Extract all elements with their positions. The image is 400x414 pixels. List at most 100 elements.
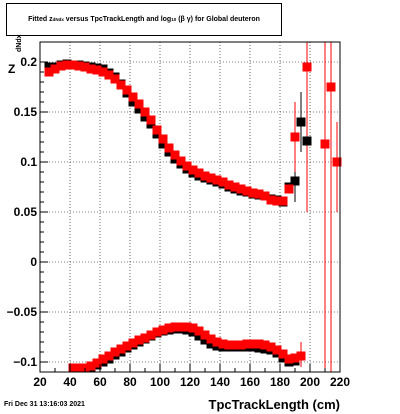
x-tick-label: 120 [180,375,200,389]
axis-ticks: 20 40 60 80 100 120 140 160 180 200 220 −0.1 −0.05 0 0… [7,55,351,389]
red-data-point [128,338,138,348]
red-data-point [188,323,198,333]
red-data-point [74,61,84,71]
y-tick-label: 0.1 [20,155,37,169]
red-data-point [170,150,180,160]
red-data-point [74,363,84,373]
red-data-point [290,132,300,142]
red-data-point [122,341,132,351]
red-data-point [104,70,114,80]
red-data-point [140,107,150,117]
black-data-point [206,339,216,349]
red-data-point [182,161,192,171]
red-data-point [236,184,246,194]
red-data-point [86,64,96,74]
red-data-point [182,322,192,332]
red-data-point [290,353,300,363]
y-axis-label: Z dNdx [4,35,28,77]
red-data-point [50,64,60,74]
grid-lines [40,42,340,372]
y-tick-label: 0.15 [14,105,38,119]
y-axis-label-sub: dNdx [16,34,23,53]
red-data-point [320,139,330,149]
red-data-point [224,340,234,350]
red-data-point [284,354,294,364]
red-data-point [122,85,132,95]
red-data-point [158,134,168,144]
red-data-point [152,125,162,135]
red-data-point [296,351,306,361]
red-data-point [80,62,90,72]
red-data-point [176,156,186,166]
red-data-point [326,82,336,92]
red-data-point [254,339,264,349]
title-beta: β [180,16,185,23]
black-data-point [296,117,306,127]
red-data-point [194,168,204,178]
red-data-point [140,333,150,343]
red-data-point [206,173,216,183]
y-tick-label: 0.05 [14,205,38,219]
chart-title: Fitted z dNdx versus TpcTrackLength and l… [6,3,282,36]
title-log-sub: 10 [171,17,177,22]
red-data-point [254,189,264,199]
title-prefix: Fitted [28,16,48,23]
red-data-point [260,340,270,350]
red-data-point [278,196,288,206]
x-tick-label: 60 [93,375,107,389]
x-tick-label: 160 [240,375,260,389]
black-data-point [140,112,150,122]
red-data-point [224,180,234,190]
red-data-point [248,339,258,349]
red-data-point [176,322,186,332]
red-data-point [164,143,174,153]
data-markers [44,59,342,373]
red-data-point [128,92,138,102]
red-data-point [236,340,246,350]
x-tick-label: 180 [270,375,290,389]
red-data-point [98,354,108,364]
title-suffix: for Global deuteron [194,16,260,23]
red-data-point [104,351,114,361]
black-data-point [44,62,54,72]
red-data-point [194,326,204,336]
red-data-point [110,347,120,357]
red-data-point [116,344,126,354]
red-data-point [230,182,240,192]
red-data-point [284,184,294,194]
y-tick-label: −0.1 [13,355,37,369]
black-data-point [158,139,168,149]
x-tick-label: 200 [300,375,320,389]
red-data-point [92,358,102,368]
x-tick-label: 140 [210,375,230,389]
y-axis-label-z: Z [8,62,16,76]
black-data-point [134,104,144,114]
red-data-point [230,340,240,350]
title-z: z [49,16,53,23]
title-paren-close: ) [190,16,194,23]
red-data-point [110,74,120,84]
title-middle: versus TpcTrackLength and log [65,16,172,23]
red-data-point [218,177,228,187]
red-data-point [242,186,252,196]
y-tick-label: −0.05 [7,305,38,319]
x-tick-label: 220 [330,375,350,389]
red-data-point [146,115,156,125]
black-data-point [290,176,300,186]
red-data-point [266,342,276,352]
y-tick-label: 0.2 [20,55,37,69]
x-axis-label: TpcTrackLength (cm) [208,397,340,412]
title-z-sub: dNdx [52,17,64,22]
x-tick-label: 40 [63,375,77,389]
red-data-point [272,196,282,206]
title-paren-open: ( [178,16,181,23]
red-data-point [266,195,276,205]
red-data-point [302,62,312,72]
red-data-point [170,322,180,332]
red-data-point [158,325,168,335]
black-data-point [302,136,312,146]
red-data-point [134,335,144,345]
black-data-point [194,331,204,341]
red-data-point [278,349,288,359]
black-data-point [200,335,210,345]
